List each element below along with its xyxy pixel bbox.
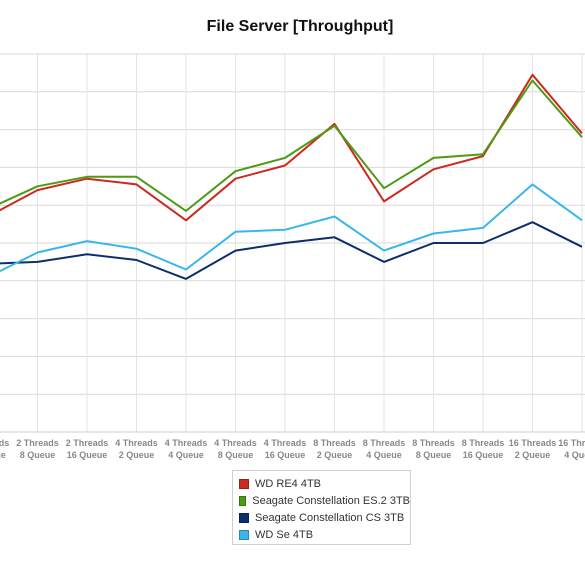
x-tick-label: 2 Threads 8 Queue xyxy=(16,438,59,460)
legend-swatch xyxy=(239,478,249,489)
series-line-1 xyxy=(0,73,583,222)
x-tick-label: 8 Threads 4 Queue xyxy=(363,438,406,460)
legend-item[interactable]: Seagate Constellation CS 3TB xyxy=(233,509,410,526)
legend-item[interactable]: Seagate Constellation ES.2 3TB xyxy=(233,492,410,509)
x-tick-label: 8 Threads 2 Queue xyxy=(313,438,356,460)
series-line-3 xyxy=(0,221,583,280)
grid-layer xyxy=(0,53,585,433)
x-tick-label: 4 Threads 2 Queue xyxy=(115,438,158,460)
x-tick-label: 4 Threads 16 Queue xyxy=(264,438,307,460)
legend-label: WD Se 4TB xyxy=(255,528,314,541)
legend-swatch xyxy=(239,512,249,523)
chart-title: File Server [Throughput] xyxy=(206,18,394,35)
legend-swatch xyxy=(239,529,249,540)
legend-item[interactable]: WD Se 4TB xyxy=(233,526,410,543)
legend-swatch xyxy=(239,495,247,506)
x-tick-label: 16 Threads 2 Queue xyxy=(509,438,557,460)
legend-label: Seagate Constellation CS 3TB xyxy=(255,511,405,524)
x-tick-label: 8 Threads 16 Queue xyxy=(462,438,505,460)
series-line-4 xyxy=(0,183,583,273)
series-layer xyxy=(0,73,583,280)
x-tick-label: 4 Threads 4 Queue xyxy=(165,438,208,460)
legend-item[interactable]: WD RE4 4TB xyxy=(233,475,410,492)
x-tick-label: 4 Threads 8 Queue xyxy=(214,438,257,460)
x-tick-label: 8 Threads 8 Queue xyxy=(412,438,455,460)
x-tick-label: 2 Threads 16 Queue xyxy=(66,438,109,460)
legend-label: Seagate Constellation ES.2 3TB xyxy=(252,494,410,507)
legend: WD RE4 4TB Seagate Constellation ES.2 3TB… xyxy=(232,470,411,545)
legend-label: WD RE4 4TB xyxy=(255,477,322,490)
series-line-2 xyxy=(0,79,583,212)
